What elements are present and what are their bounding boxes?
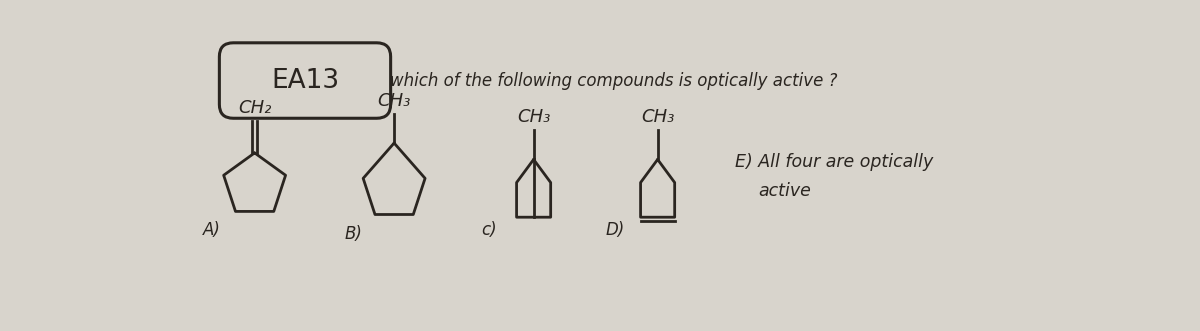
Text: CH₂: CH₂: [238, 99, 271, 117]
Text: CH₃: CH₃: [378, 92, 410, 110]
Text: which of the following compounds is optically active ?: which of the following compounds is opti…: [390, 71, 838, 89]
Text: CH₃: CH₃: [517, 108, 551, 126]
Text: E) All four are optically: E) All four are optically: [736, 153, 934, 171]
Text: CH₃: CH₃: [641, 108, 674, 126]
Text: A): A): [203, 221, 221, 239]
Text: D): D): [606, 221, 625, 239]
Text: active: active: [758, 182, 811, 200]
Text: EA13: EA13: [271, 68, 340, 94]
Text: c): c): [481, 221, 497, 239]
Text: B): B): [344, 224, 362, 243]
